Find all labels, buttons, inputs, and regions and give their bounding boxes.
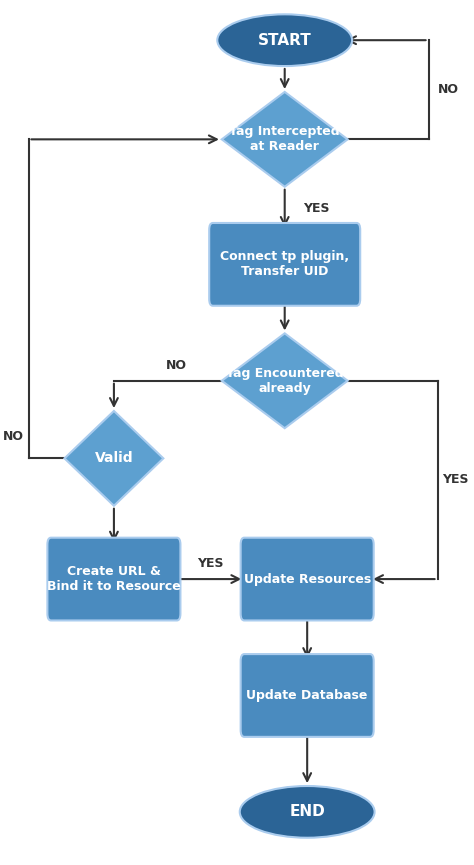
FancyBboxPatch shape: [241, 538, 374, 620]
Text: YES: YES: [197, 557, 224, 570]
FancyBboxPatch shape: [47, 538, 181, 620]
Text: NO: NO: [166, 359, 187, 372]
Text: YES: YES: [442, 473, 468, 486]
Ellipse shape: [240, 786, 374, 837]
Polygon shape: [222, 333, 347, 428]
Text: START: START: [258, 33, 311, 48]
FancyBboxPatch shape: [209, 223, 360, 305]
FancyBboxPatch shape: [241, 654, 374, 737]
Text: Connect tp plugin,
Transfer UID: Connect tp plugin, Transfer UID: [220, 250, 349, 279]
Text: Update Resources: Update Resources: [244, 573, 371, 586]
Text: Create URL &
Bind it to Resource: Create URL & Bind it to Resource: [47, 565, 181, 593]
Polygon shape: [64, 411, 164, 506]
Text: Valid: Valid: [95, 452, 133, 465]
Text: NO: NO: [438, 83, 458, 96]
Text: END: END: [289, 804, 325, 819]
Text: Tag Encountered
already: Tag Encountered already: [226, 367, 344, 394]
Text: Update Database: Update Database: [246, 689, 368, 702]
Polygon shape: [222, 92, 347, 187]
Text: YES: YES: [303, 202, 329, 215]
Text: NO: NO: [3, 430, 24, 443]
Ellipse shape: [217, 15, 352, 66]
Text: Tag Intercepted
at Reader: Tag Intercepted at Reader: [229, 125, 340, 153]
